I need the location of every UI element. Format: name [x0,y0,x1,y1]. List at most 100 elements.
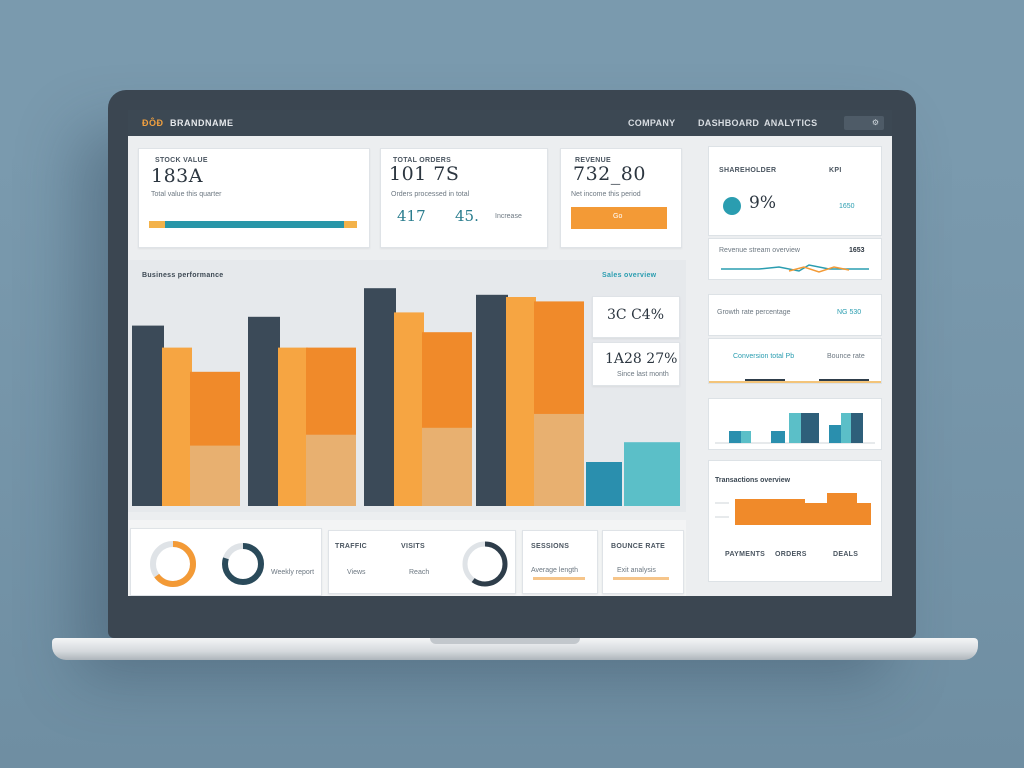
bottom-card-traffic[interactable]: TRAFFIC VISITS Views Reach [328,530,516,594]
chart-bar-extra [586,462,622,506]
kpi-secondary-value: 417 [397,207,426,225]
mini-bar [801,413,819,443]
card-label: Conversion total Pb [733,353,795,360]
sparkline [721,264,869,273]
kpi-card-stock[interactable]: STOCK VALUE 183A Total value this quarte… [138,148,370,248]
nav-dashboard[interactable]: DASHBOARD [698,118,760,128]
side-card-shareholder[interactable]: SHAREHOLDER 9% KPI 1650 [708,146,882,236]
card-value: Bounce rate [827,353,865,360]
kpi-value: 183A [151,165,203,187]
trans-bar [827,493,857,525]
trans-bar [735,499,805,525]
revenue-go-button[interactable]: Go [571,207,667,229]
kpi-subtext: Total value this quarter [151,191,222,198]
kpi-label: STOCK VALUE [155,157,208,164]
card-label: Revenue stream overview [719,247,800,254]
chart-bar-lower [306,434,356,506]
mini-bar-chart [715,413,875,444]
col-label: PAYMENTS [725,551,766,558]
side-card-mini-bars[interactable] [708,398,882,450]
card-label: Growth rate percentage [717,309,791,316]
stat-subtext: Since last month [617,371,669,378]
kpi-subtext: Net income this period [571,191,641,198]
bottom-card-bounce[interactable]: BOUNCE RATE Exit analysis [602,530,684,594]
card-label: Transactions overview [715,477,791,484]
main-chart-panel: Business performance Sales overview 3C C… [128,260,686,512]
card-underline-dark [745,379,785,381]
settings-button[interactable]: ⚙ [844,116,884,130]
card-underline-dark-2 [819,379,869,381]
chart-bar [132,325,164,506]
brand-name[interactable]: BRANDNAME [170,118,234,128]
ring2-value [222,543,264,585]
indicator-icon [723,197,741,215]
progress-track [149,221,357,228]
ring1-value [150,541,196,587]
kpi-value: 732_80 [573,163,646,185]
card-value: NG 530 [837,309,862,316]
kpi-value: 101 7S [389,163,460,185]
kpi-card-revenue[interactable]: REVENUE 732_80 Net income this period Go [560,148,682,248]
chart-bar [476,294,508,506]
mini-bar [771,431,785,443]
mini-bar [741,431,751,443]
chart-bar-lower [190,445,240,506]
trans-bar [857,503,871,525]
mini-bar [851,413,863,443]
chart-bar-extra [624,442,680,506]
chart-bar [364,288,396,506]
nav-analytics[interactable]: ANALYTICS [764,118,818,128]
side-card-revenue-stream[interactable]: Revenue stream overview 1653 [708,238,882,280]
progress-fill [165,221,344,228]
stat-value: 3C C4% [607,307,664,323]
mini-bar [841,413,851,443]
card-right-label: KPI [829,167,842,174]
chart-bar-lower [534,413,584,506]
stat-value: 1A28 27% [605,351,678,367]
side-card-conversion[interactable]: Conversion total Pb Bounce rate [708,338,882,384]
kpi-label: REVENUE [575,157,611,164]
transactions-chart [715,493,871,525]
mini-bar [729,431,741,443]
accent-line [533,577,585,580]
card-label: BOUNCE RATE [611,543,666,550]
chart-bar [394,312,424,506]
bar-chart [132,288,680,506]
top-nav-bar: ĐÔĐ BRANDNAME COMPANY DASHBOARD ANALYTIC… [128,110,892,136]
chart-bar [162,347,192,506]
gear-icon: ⚙ [871,118,879,127]
chart-bar [278,347,308,506]
accent-line [613,577,669,580]
card-subtext: Views [347,569,366,576]
kpi-label: TOTAL ORDERS [393,157,452,164]
card-label-2: VISITS [401,543,425,550]
card-label: SESSIONS [531,543,570,550]
chart-stat-card-1: 3C C4% [592,296,680,338]
chart-legend: Sales overview [602,272,656,279]
col-label: ORDERS [775,551,807,558]
nav-company[interactable]: COMPANY [628,118,676,128]
bottom-card-rings[interactable]: Weekly report [130,528,322,596]
traffic-donut [462,541,508,587]
chart-bar-lower [422,427,472,506]
card-label: SHAREHOLDER [719,167,777,174]
side-card-growth[interactable]: Growth rate percentage NG 530 [708,294,882,336]
button-label: Go [613,213,623,220]
donut-charts [150,541,264,587]
card-subtext: Average length [531,567,578,574]
card-underline [709,381,881,383]
side-card-transactions[interactable]: Transactions overview PAYMENTS ORDERS DE… [708,460,882,582]
trans-bar [805,503,827,525]
ring-value [462,541,508,587]
col-label: DEALS [833,551,859,558]
bottom-card-sessions[interactable]: SESSIONS Average length [522,530,598,594]
kpi-subtext-2: Increase [495,213,522,220]
chart-stat-card-2: 1A28 27% Since last month [592,342,680,386]
mini-bar [829,425,841,443]
laptop-notch [430,638,580,644]
card-subtext: Exit analysis [617,567,656,574]
chart-bar [506,297,536,506]
legend-label: Sales overview [602,272,657,279]
kpi-card-orders[interactable]: TOTAL ORDERS 101 7S Orders processed in … [380,148,548,248]
laptop-screen: ĐÔĐ BRANDNAME COMPANY DASHBOARD ANALYTIC… [128,110,892,596]
